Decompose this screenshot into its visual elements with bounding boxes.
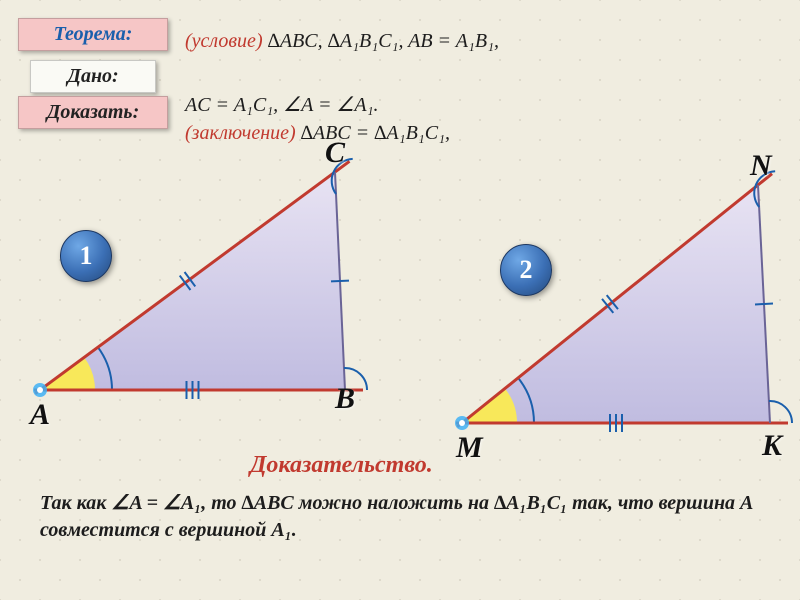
vertex-label-m: M (456, 431, 483, 465)
geometry-diagram (0, 0, 800, 470)
proof-title: Доказательство. (250, 452, 433, 479)
vertex-label-c: C (325, 136, 345, 170)
vertex-label-k: K (762, 429, 782, 463)
badge-one: 1 (60, 230, 112, 282)
vertex-label-n: N (750, 149, 772, 183)
badge-two: 2 (500, 244, 552, 296)
vertex-label-a: A (30, 398, 50, 432)
proof-body: Так как ∠A = ∠A₁, то ∆ABC можно наложить… (40, 490, 760, 544)
vertex-label-b: B (335, 382, 355, 416)
